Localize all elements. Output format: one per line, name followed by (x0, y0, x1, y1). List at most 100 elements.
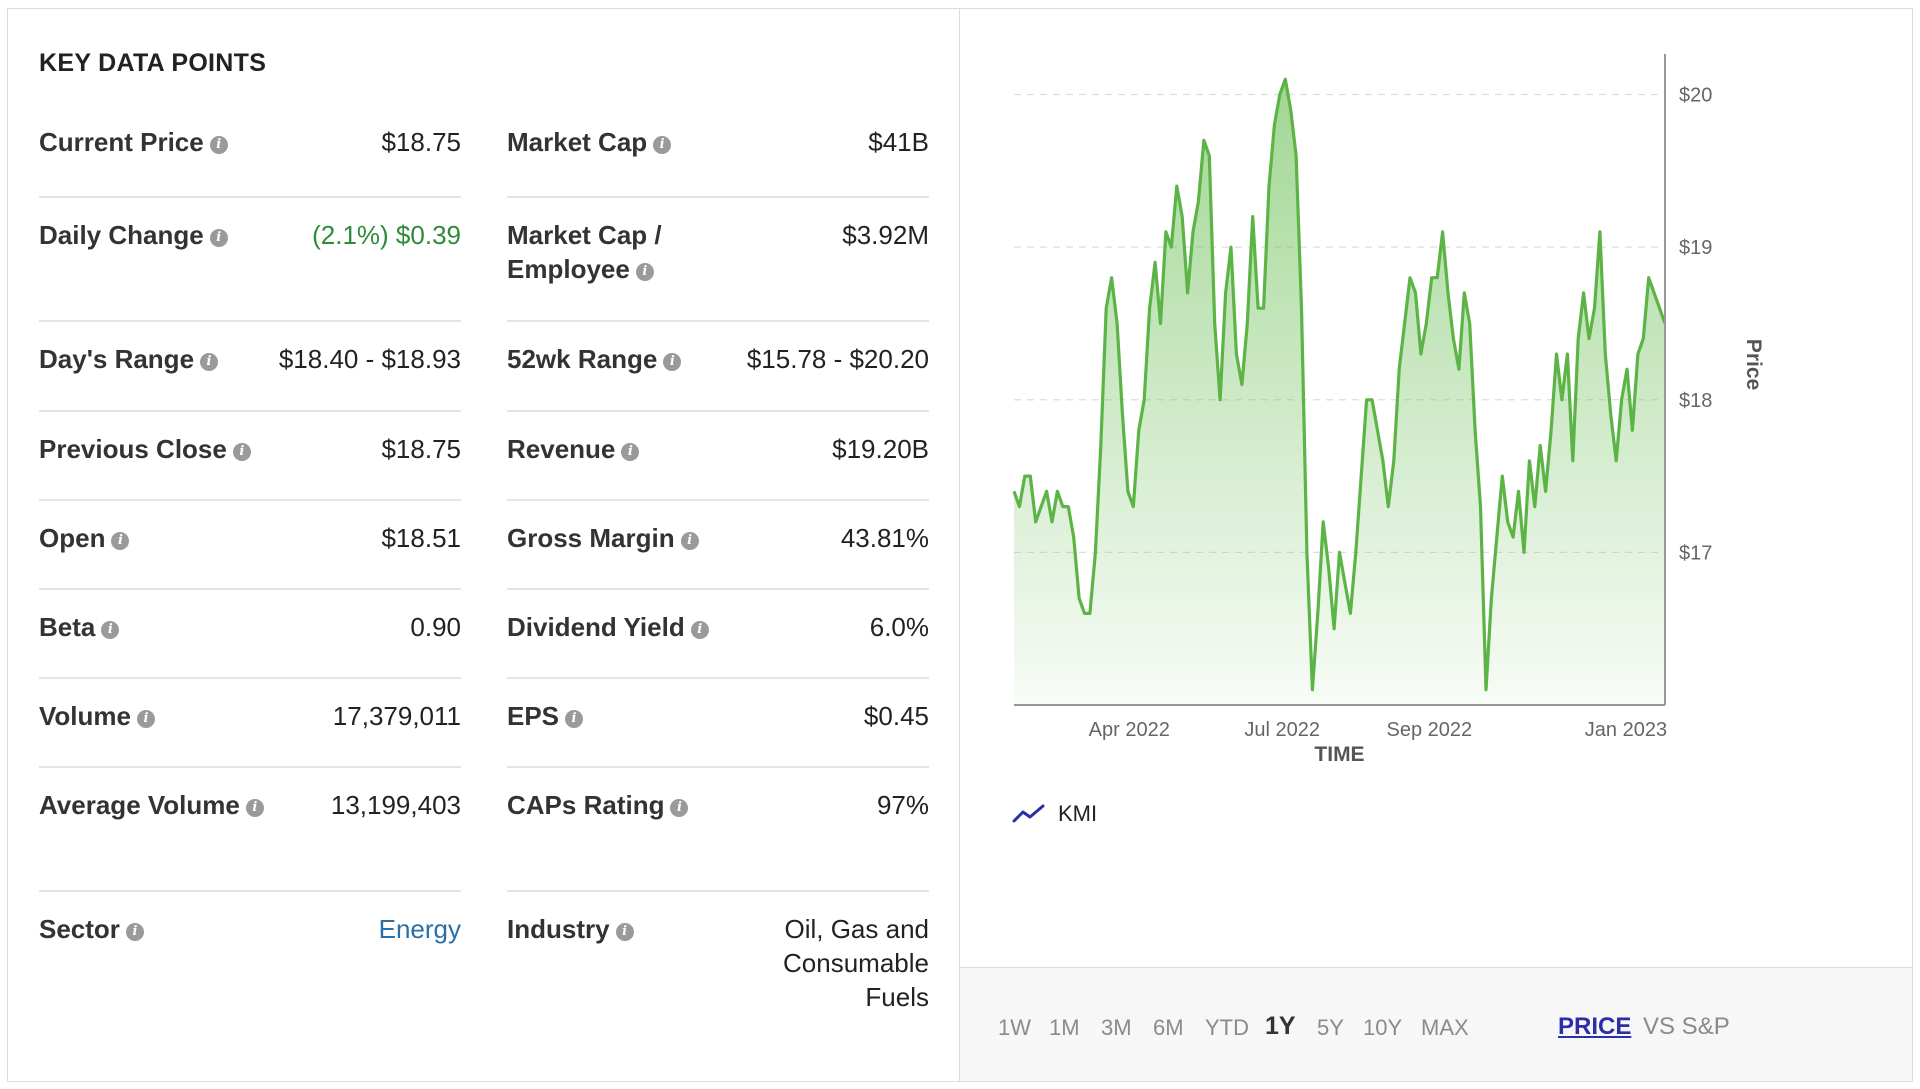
data-value: $15.78 - $20.20 (746, 344, 929, 374)
range-button-1m[interactable]: 1M (1049, 1015, 1080, 1040)
data-label-text: CAPs Rating (507, 790, 665, 820)
data-row: Dividend Yield i 6.0% (507, 590, 929, 679)
info-icon[interactable]: i (653, 136, 672, 154)
info-icon[interactable]: i (200, 353, 219, 371)
y-tick-label: $19 (1679, 237, 1712, 259)
info-icon[interactable]: i (209, 136, 228, 154)
data-label-text: Daily Change (39, 220, 204, 250)
info-icon[interactable]: i (565, 710, 584, 728)
info-icon[interactable]: i (209, 229, 228, 247)
data-label: 52wk Range i (507, 342, 682, 376)
data-label: Beta i (39, 610, 120, 644)
data-row: Previous Close i $18.75 (39, 412, 461, 501)
data-value: $3.92M (842, 220, 929, 250)
data-label-text: EPS (507, 701, 560, 731)
mode-button-vs-sp[interactable]: VS S&P (1643, 1013, 1730, 1040)
info-icon[interactable]: i (690, 621, 709, 639)
data-label-text: Volume (39, 701, 131, 731)
range-button-1y[interactable]: 1Y (1265, 1012, 1296, 1040)
x-tick-label: Apr 2022 (1089, 719, 1170, 741)
legend-label: KMI (1058, 801, 1098, 826)
range-button-max[interactable]: MAX (1421, 1015, 1469, 1040)
sector-link[interactable]: Energy (378, 914, 461, 944)
range-button-1w[interactable]: 1W (998, 1015, 1031, 1040)
chart-legend[interactable]: KMI (1012, 801, 1097, 827)
range-button-5y[interactable]: 5Y (1317, 1015, 1344, 1040)
data-label: Current Price i (39, 125, 228, 159)
data-value: $41B (868, 127, 929, 157)
data-row: Gross Margin i 43.81% (507, 501, 929, 590)
data-row: Volume i 17,379,011 (39, 679, 461, 768)
info-icon[interactable]: i (670, 799, 689, 817)
info-icon[interactable]: i (136, 710, 155, 728)
data-label-text: Industry (507, 914, 610, 944)
info-icon[interactable]: i (663, 353, 682, 371)
data-label-text: 52wk Range (507, 344, 658, 374)
data-row: Market Cap / Employee i $3.92M (507, 198, 929, 322)
info-icon[interactable]: i (232, 443, 251, 461)
data-value: $18.40 - $18.93 (278, 344, 461, 374)
range-button-6m[interactable]: 6M (1153, 1015, 1184, 1040)
series-area-kmi (1014, 79, 1665, 706)
info-icon[interactable]: i (101, 621, 120, 639)
mode-button-price[interactable]: PRICE (1558, 1013, 1632, 1040)
data-label: Revenue i (507, 432, 640, 466)
data-row: Daily Change i (2.1%) $0.39 (39, 198, 461, 322)
data-label: Daily Change i (39, 218, 228, 252)
range-toolbar: 1W 1M 3M 6M YTD 1Y 5Y 10Y MAX PRICE VS S&P (960, 967, 1912, 1081)
series-line-kmi (1012, 77, 1667, 692)
data-value: 43.81% (840, 523, 929, 553)
data-row: EPS i $0.45 (507, 679, 929, 768)
data-row: Industry i Oil, Gas and Consumable Fuels (507, 892, 929, 1032)
data-value: $0.45 (863, 701, 929, 731)
info-icon[interactable]: i (615, 923, 634, 941)
section-title: KEY DATA POINTS (39, 49, 267, 77)
data-label: Previous Close i (39, 432, 251, 466)
data-value: $18.75 (381, 434, 461, 464)
data-label: Market Cap i (507, 125, 672, 159)
data-value: $19.20B (832, 434, 929, 464)
info-icon[interactable]: i (125, 923, 144, 941)
data-value: 0.90 (410, 612, 461, 642)
range-button-ytd[interactable]: YTD (1205, 1015, 1249, 1040)
range-button-3m[interactable]: 3M (1101, 1015, 1132, 1040)
y-tick-label: $17 (1679, 542, 1712, 564)
data-label-text: Open (39, 523, 106, 553)
data-value: $18.51 (381, 523, 461, 553)
data-label: Dividend Yield i (507, 610, 709, 644)
key-data-panel: KEY DATA POINTS Current Price i $18.75 Dail… (8, 9, 959, 1081)
key-data-column-left: Current Price i $18.75 Daily Change i (2.1%) … (39, 109, 461, 1032)
y-tick-label: $20 (1679, 85, 1712, 107)
info-icon[interactable]: i (245, 799, 264, 817)
x-tick-label: Sep 2022 (1387, 719, 1473, 741)
data-value: 6.0% (869, 612, 929, 642)
data-row: Market Cap i $41B (507, 109, 929, 198)
panel-divider (959, 9, 960, 1081)
x-tick-label: Jan 2023 (1585, 719, 1667, 741)
data-value: $18.75 (381, 127, 461, 157)
range-button-10y[interactable]: 10Y (1363, 1015, 1403, 1040)
data-label-text: Previous Close (39, 434, 227, 464)
data-row: 52wk Range i $15.78 - $20.20 (507, 322, 929, 412)
data-label-text: Sector (39, 914, 120, 944)
y-axis-title: Price (1742, 339, 1765, 390)
data-label-text: Market Cap (507, 127, 648, 157)
data-label-text: Beta (39, 612, 96, 642)
data-label: Open i (39, 521, 130, 555)
data-label-text: Current Price (39, 127, 204, 157)
data-label: Market Cap / Employee i (507, 218, 737, 286)
data-label-text: Market Cap / Employee (507, 220, 662, 284)
info-icon[interactable]: i (111, 532, 130, 550)
line-series-icon (1012, 804, 1045, 823)
data-label: Sector i (39, 912, 144, 946)
data-row: Average Volume i 13,199,403 (39, 768, 461, 892)
data-label: CAPs Rating i (507, 788, 689, 822)
info-icon[interactable]: i (621, 443, 640, 461)
y-tick-label: $18 (1679, 390, 1712, 412)
info-icon[interactable]: i (680, 532, 699, 550)
data-row: Revenue i $19.20B (507, 412, 929, 501)
data-row: Open i $18.51 (39, 501, 461, 590)
data-value: 17,379,011 (332, 701, 461, 731)
info-icon[interactable]: i (635, 263, 654, 281)
price-chart[interactable]: $17 $18 $19 $20 Apr 2022 Jul 2022 Sep 2022 Jan … (960, 9, 1914, 789)
